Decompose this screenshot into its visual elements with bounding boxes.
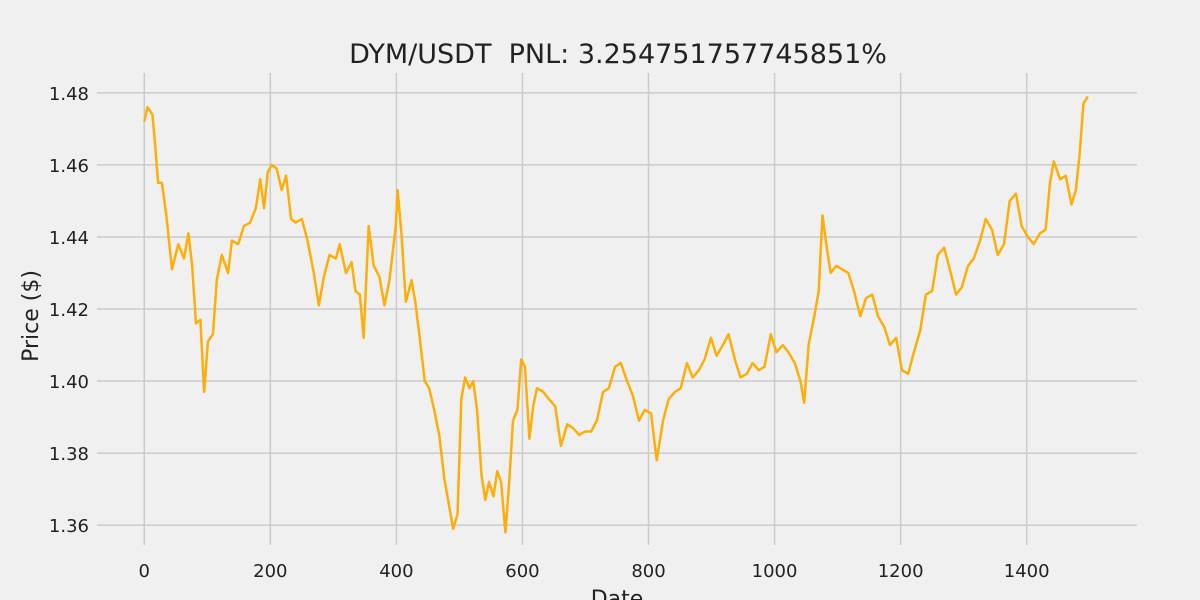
x-tick-label: 600 [505,561,539,582]
chart-title: DYM/USDT PNL: 3.254751757745851% [349,39,887,70]
y-tick-label: 1.44 [49,228,89,249]
y-tick-label: 1.36 [49,516,89,537]
price-line [143,95,1089,534]
x-tick-label: 1400 [1004,561,1050,582]
x-tick-label: 1000 [752,561,798,582]
x-tick-label: 1200 [878,561,924,582]
y-tick-label: 1.48 [49,84,89,105]
y-tick-label: 1.40 [49,372,89,393]
y-tick-label: 1.38 [49,444,89,465]
x-tick-label: 0 [139,561,150,582]
y-tick-label: 1.46 [49,156,89,177]
y-axis-label: Price ($) [19,270,44,362]
x-tick-label: 200 [253,561,287,582]
y-tick-label: 1.42 [49,300,89,321]
x-tick-label: 400 [379,561,413,582]
x-tick-label: 800 [631,561,665,582]
x-axis-label: Date [591,587,644,600]
